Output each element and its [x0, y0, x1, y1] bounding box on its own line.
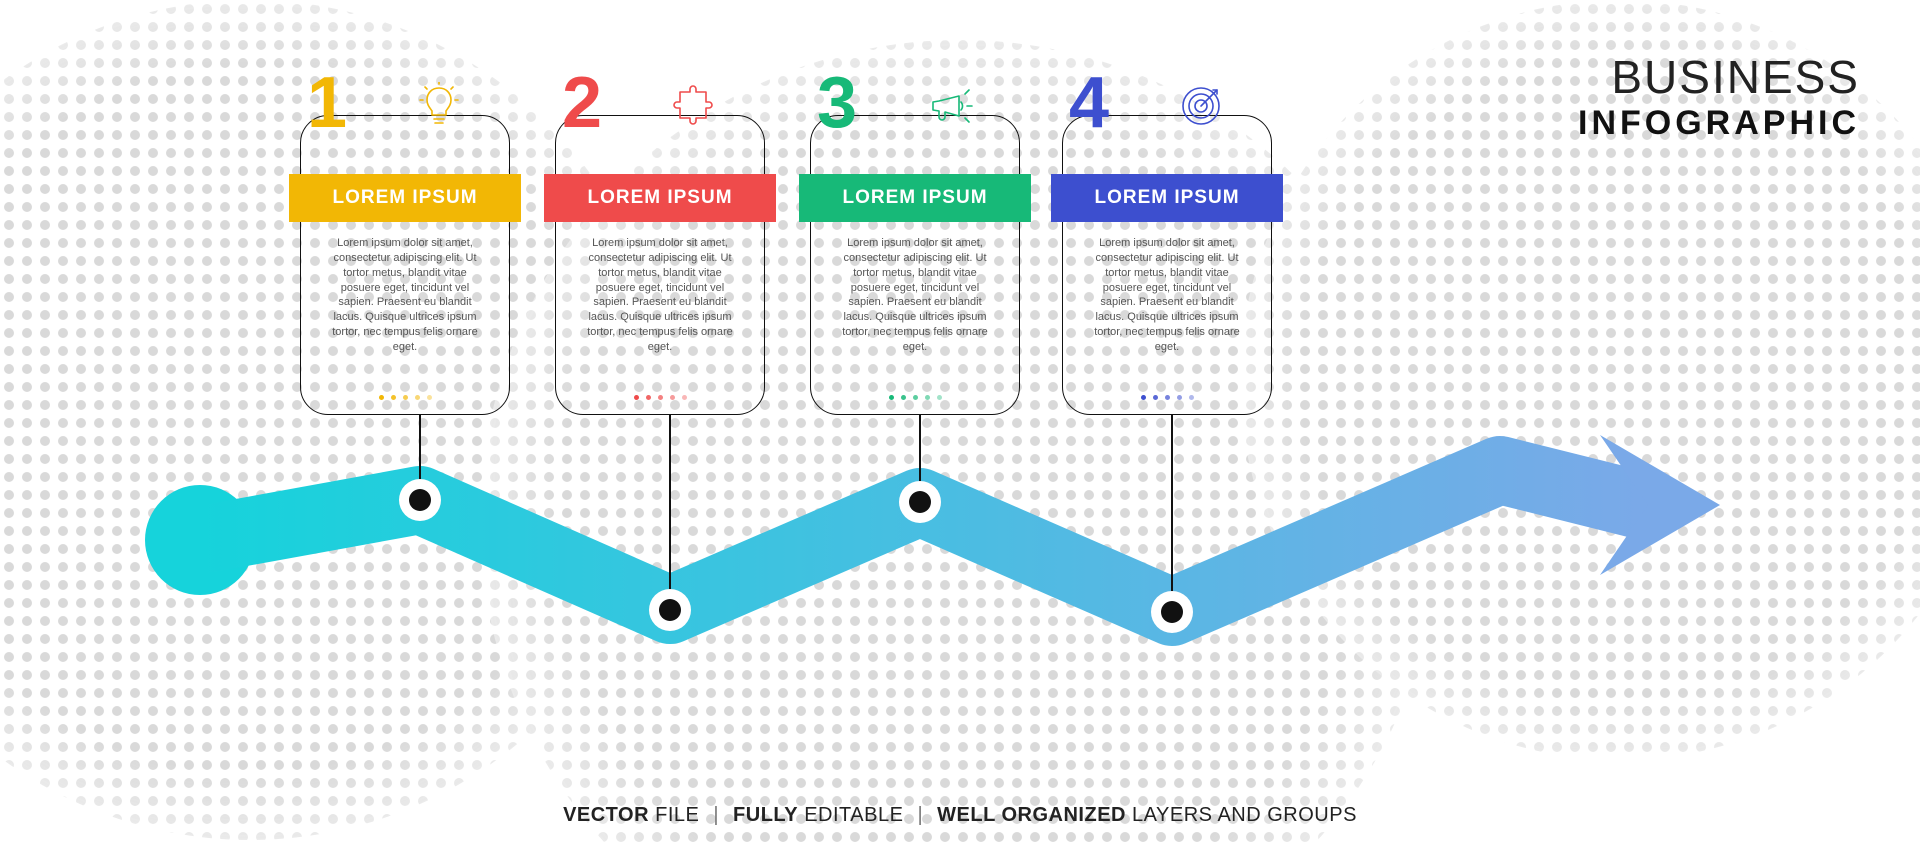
footer-bold: FULLY [733, 804, 798, 826]
header-line1: BUSINESS [1578, 50, 1860, 104]
megaphone-icon [919, 76, 979, 136]
step-number: 1 [307, 62, 347, 144]
footer-text: LAYERS AND GROUPS [1126, 804, 1357, 826]
card-dots [301, 395, 509, 400]
target-icon [1171, 76, 1231, 136]
footer-separator: | [917, 804, 923, 826]
timeline-node [1151, 591, 1193, 633]
step-card-1: 1LOREM IPSUMLorem ipsum dolor sit amet, … [300, 115, 510, 415]
header: BUSINESS INFOGRAPHIC [1578, 50, 1860, 143]
card-dots [811, 395, 1019, 400]
card-dots [1063, 395, 1271, 400]
step-label: LOREM IPSUM [544, 174, 776, 222]
timeline-node [899, 481, 941, 523]
card-dots [556, 395, 764, 400]
lightbulb-icon [409, 76, 469, 136]
connector-line [669, 415, 671, 610]
step-card-3: 3LOREM IPSUMLorem ipsum dolor sit amet, … [810, 115, 1020, 415]
step-number: 3 [817, 62, 857, 144]
infographic-canvas: BUSINESS INFOGRAPHIC 1LOREM IPSUMLorem i… [0, 0, 1920, 845]
step-label: LOREM IPSUM [799, 174, 1031, 222]
step-label: LOREM IPSUM [1051, 174, 1283, 222]
step-number: 4 [1069, 62, 1109, 144]
timeline-node [399, 479, 441, 521]
step-number: 2 [562, 62, 602, 144]
step-body: Lorem ipsum dolor sit amet, consectetur … [811, 116, 1019, 389]
puzzle-icon [664, 76, 724, 136]
footer-bold: VECTOR [563, 804, 649, 826]
connector-line [1171, 415, 1173, 612]
footer-separator: | [713, 804, 719, 826]
step-body: Lorem ipsum dolor sit amet, consectetur … [301, 116, 509, 389]
step-card-4: 4LOREM IPSUMLorem ipsum dolor sit amet, … [1062, 115, 1272, 415]
step-body: Lorem ipsum dolor sit amet, consectetur … [556, 116, 764, 389]
header-line2: INFOGRAPHIC [1578, 104, 1860, 143]
timeline-node [649, 589, 691, 631]
footer: VECTOR FILE | FULLY EDITABLE | WELL ORGANIZE… [0, 804, 1920, 827]
step-body: Lorem ipsum dolor sit amet, consectetur … [1063, 116, 1271, 389]
footer-bold: WELL ORGANIZED [937, 804, 1126, 826]
step-card-2: 2LOREM IPSUMLorem ipsum dolor sit amet, … [555, 115, 765, 415]
footer-text: FILE [649, 804, 699, 826]
footer-text: EDITABLE [798, 804, 903, 826]
step-label: LOREM IPSUM [289, 174, 521, 222]
